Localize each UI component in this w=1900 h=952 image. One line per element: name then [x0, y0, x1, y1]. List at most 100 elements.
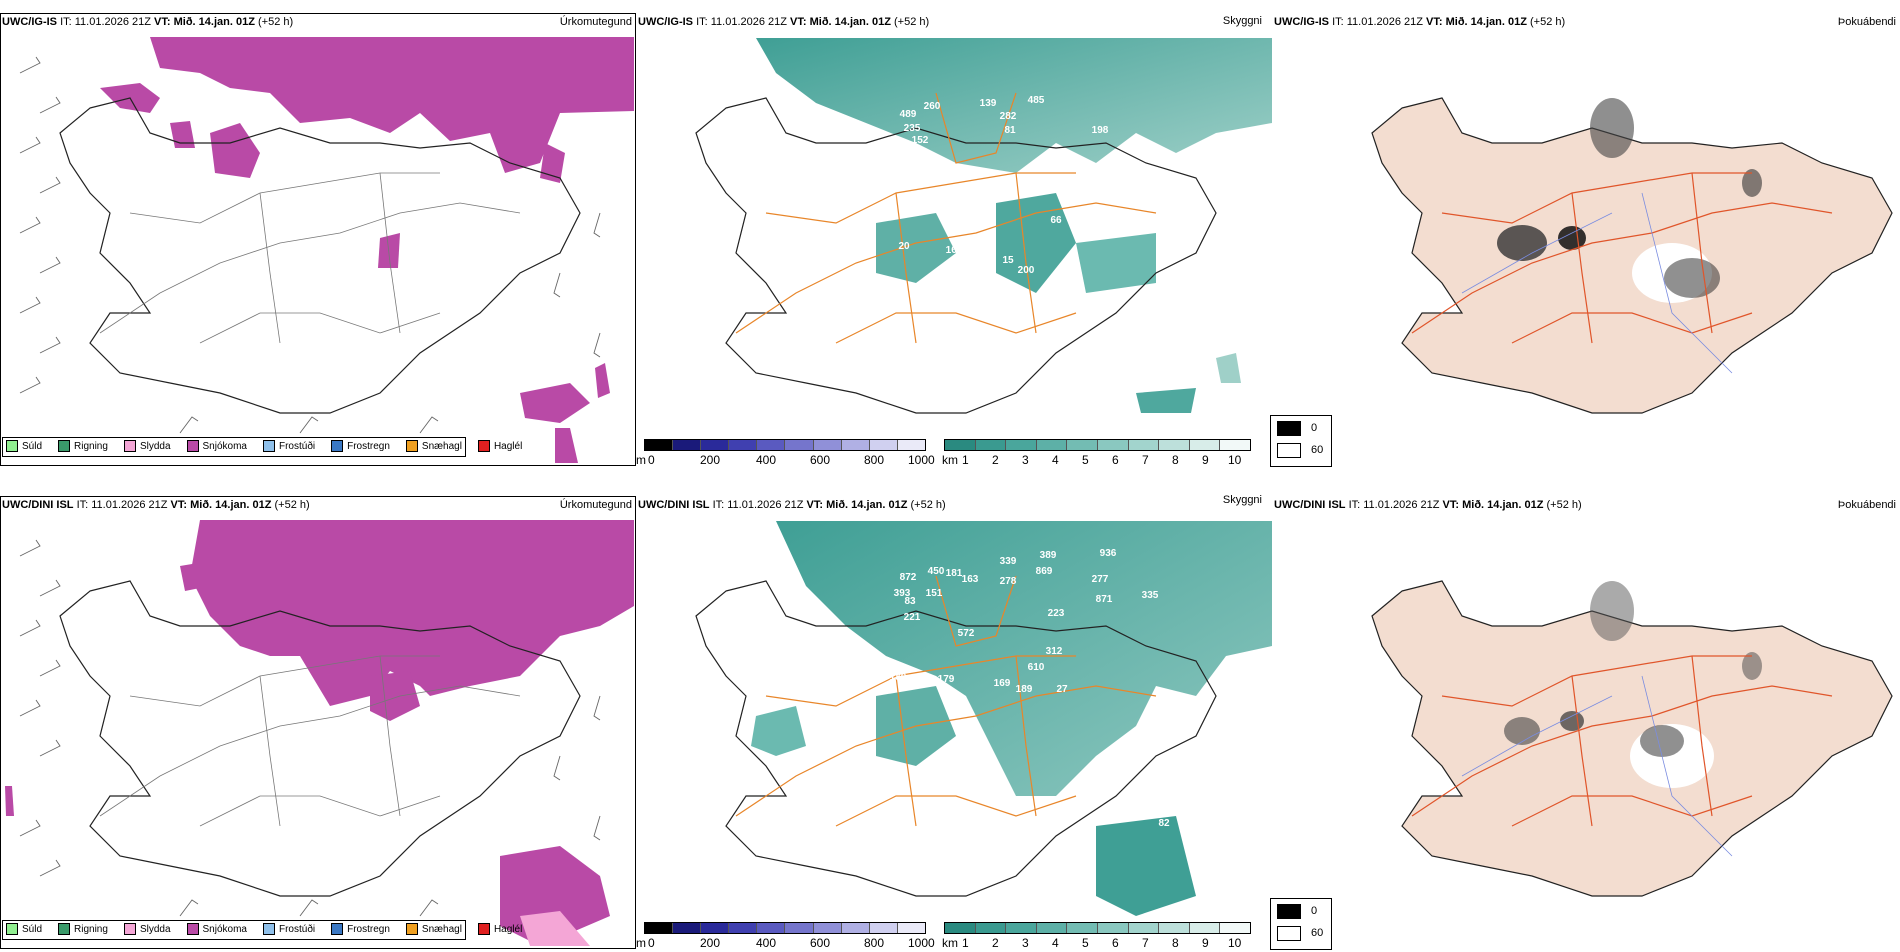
precip-map	[5, 520, 634, 946]
precip-legend-items: Súld Rigning Slydda Snjókoma Frostúði Fr…	[6, 923, 532, 935]
tick-label: 7	[1142, 936, 1149, 950]
panel-type-label: Skyggni	[1222, 15, 1262, 27]
tick-label: 4	[1052, 453, 1059, 467]
visibility-panel-top: UWC/IG-IS IT: 11.01.2026 21Z VT: Mið. 14…	[636, 13, 1332, 469]
legend-item: Snjókoma	[186, 923, 247, 935]
vis-value: 151	[926, 588, 943, 599]
vis-value: 164	[946, 245, 963, 256]
legend-item: Snæhagl	[405, 923, 462, 935]
tick-label: 800	[864, 936, 885, 950]
visibility-scale-bar	[944, 439, 1251, 451]
tick-label: 0	[648, 936, 655, 950]
fog-dark-label: 0	[1311, 905, 1318, 917]
tick-label: 2	[992, 936, 999, 950]
fog-panel-bottom: UWC/DINI ISL IT: 11.01.2026 21Z VT: Mið.…	[1272, 496, 1900, 949]
panel-title: UWC/IG-IS IT: 11.01.2026 21Z VT: Mið. 14…	[2, 16, 294, 28]
vis-value: 235	[904, 123, 921, 134]
vis-value: 260	[924, 101, 941, 112]
tick-label: 400	[756, 936, 777, 950]
vis-value: 189	[1016, 684, 1033, 695]
visibility-map: 260 139 485 489 235 152 144 282 81 198 3…	[695, 38, 1272, 414]
panel-type-label: Úrkomutegund	[559, 499, 632, 511]
height-unit: m	[636, 453, 646, 467]
legend-item: Slydda	[123, 923, 171, 935]
vis-value: 337	[1143, 147, 1160, 158]
vis-value: 200	[1018, 265, 1035, 276]
precip-frame	[0, 496, 636, 949]
precip-legend	[2, 437, 466, 457]
vis-value: 871	[1096, 594, 1113, 605]
precip-frame	[0, 13, 636, 466]
tick-label: 200	[700, 936, 721, 950]
precip-legend	[2, 920, 466, 940]
visibility-unit: km	[942, 453, 958, 467]
legend-item: Súld	[6, 923, 42, 935]
tick-label: 10	[1228, 453, 1242, 467]
tick-label: 8	[1172, 453, 1179, 467]
visibility-scale: km 1 2 3 4 5 6 7 8 9 10	[942, 922, 1274, 952]
fog-index-legend: 0 60	[1270, 898, 1332, 950]
panel-title: UWC/DINI ISL IT: 11.01.2026 21Z VT: Mið.…	[638, 499, 946, 511]
vis-value: 572	[958, 628, 975, 639]
legend-item: Frostregn	[331, 923, 390, 935]
fog-light-label: 60	[1311, 927, 1324, 939]
panel-title: UWC/IG-IS IT: 11.01.2026 21Z VT: Mið. 14…	[1274, 16, 1566, 28]
vis-value: 179	[938, 674, 955, 685]
vis-value: 339	[1000, 556, 1017, 567]
legend-item: Rigning	[58, 923, 108, 935]
visibility-map: 389 936 872 450 181 163 339 869 278 277 …	[695, 521, 1272, 916]
tick-label: 4	[1052, 936, 1059, 950]
legend-item: Súld	[6, 440, 42, 452]
vis-value: 82	[1158, 818, 1170, 829]
fog-panel-top: UWC/IG-IS IT: 11.01.2026 21Z VT: Mið. 14…	[1272, 13, 1900, 466]
vis-value: 223	[1048, 608, 1065, 619]
vis-value: 485	[1028, 95, 1045, 106]
vis-value: 869	[1036, 566, 1053, 577]
tick-label: 1000	[908, 936, 935, 950]
tick-label: 1000	[908, 453, 935, 467]
panel-title: UWC/DINI ISL IT: 11.01.2026 21Z VT: Mið.…	[1274, 499, 1582, 511]
tick-label: 6	[1112, 453, 1119, 467]
panel-type-label: Úrkomutegund	[559, 16, 632, 28]
fog-map	[1371, 97, 1893, 414]
vis-value: 278	[1000, 576, 1017, 587]
vis-value: 139	[980, 98, 997, 109]
fog-dark-swatch	[1277, 904, 1301, 919]
vis-value: 27	[1056, 684, 1068, 695]
vis-value: 450	[928, 566, 945, 577]
fog-dark-label: 0	[1311, 422, 1318, 434]
vis-value: 83	[904, 596, 916, 607]
legend-item: Haglél	[477, 440, 522, 452]
vis-value: 282	[1000, 111, 1017, 122]
legend-item: Rigning	[58, 440, 108, 452]
tick-label: 800	[864, 453, 885, 467]
height-scale: m 0 200 400 600 800 1000	[636, 922, 936, 952]
panel-type-label: Skyggni	[1222, 494, 1262, 506]
visibility-unit: km	[942, 936, 958, 950]
tick-label: 10	[1228, 936, 1242, 950]
height-scale: m 0 200 400 600 800 1000	[636, 439, 936, 469]
panel-type-label: Þokuábendi	[1837, 16, 1896, 28]
vis-value: 181	[946, 568, 963, 579]
legend-item: Snæhagl	[405, 440, 462, 452]
precip-panel-top: UWC/IG-IS IT: 11.01.2026 21Z VT: Mið. 14…	[0, 13, 636, 466]
vis-value: 169	[994, 678, 1011, 689]
tick-label: 3	[1022, 453, 1029, 467]
vis-value: 66	[1050, 215, 1062, 226]
tick-label: 0	[648, 453, 655, 467]
legend-item: Slydda	[123, 440, 171, 452]
precip-panel-bottom: UWC/DINI ISL IT: 11.01.2026 21Z VT: Mið.…	[0, 496, 636, 949]
height-scale-bar	[644, 922, 926, 934]
panel-title: UWC/IG-IS IT: 11.01.2026 21Z VT: Mið. 14…	[638, 16, 930, 28]
vis-value: 393	[894, 588, 911, 599]
legend-item: Snjókoma	[186, 440, 247, 452]
vis-value: 15	[1002, 255, 1014, 266]
vis-value: 180	[890, 672, 907, 683]
tick-label: 5	[1082, 936, 1089, 950]
legend-item: Frostregn	[331, 440, 390, 452]
vis-value: 20	[898, 241, 910, 252]
fog-index-legend: 0 60	[1270, 415, 1332, 467]
tick-label: 3	[1022, 936, 1029, 950]
tick-label: 200	[700, 453, 721, 467]
visibility-scale: km 1 2 3 4 5 6 7 8 9 10	[942, 439, 1274, 469]
